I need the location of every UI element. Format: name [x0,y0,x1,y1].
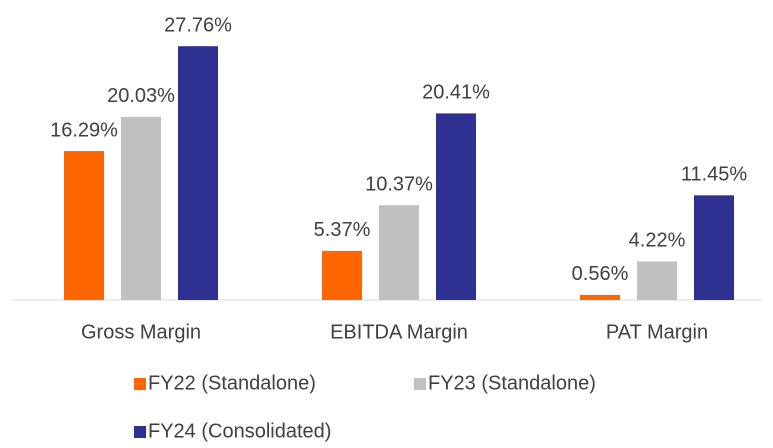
bar [121,116,161,301]
x-tick-label: Gross Margin [81,321,201,343]
legend-swatch [134,426,146,438]
data-label: 4.22% [629,230,686,252]
bar [322,250,362,300]
legend-label: FY22 (Standalone) [148,372,316,394]
legend-label: FY23 (Standalone) [428,372,596,394]
bar [178,46,218,300]
legend-swatch [414,378,426,390]
bar [637,261,677,300]
data-label: 20.03% [107,85,175,107]
data-label: 20.41% [422,82,490,104]
bar [580,294,620,300]
bar [379,205,419,300]
x-tick-label: PAT Margin [606,321,708,343]
bar [694,195,734,300]
x-tick-label: EBITDA Margin [330,321,468,343]
legend-swatch [134,378,146,390]
data-label: 10.37% [365,173,433,195]
bar [436,113,476,300]
data-label: 0.56% [572,263,629,285]
legend-label: FY24 (Consolidated) [148,420,331,442]
data-label: 11.45% [681,164,748,186]
data-label: 27.76% [164,14,232,36]
data-label: 5.37% [314,219,371,241]
data-label: 16.29% [50,119,118,141]
bar [64,151,104,300]
